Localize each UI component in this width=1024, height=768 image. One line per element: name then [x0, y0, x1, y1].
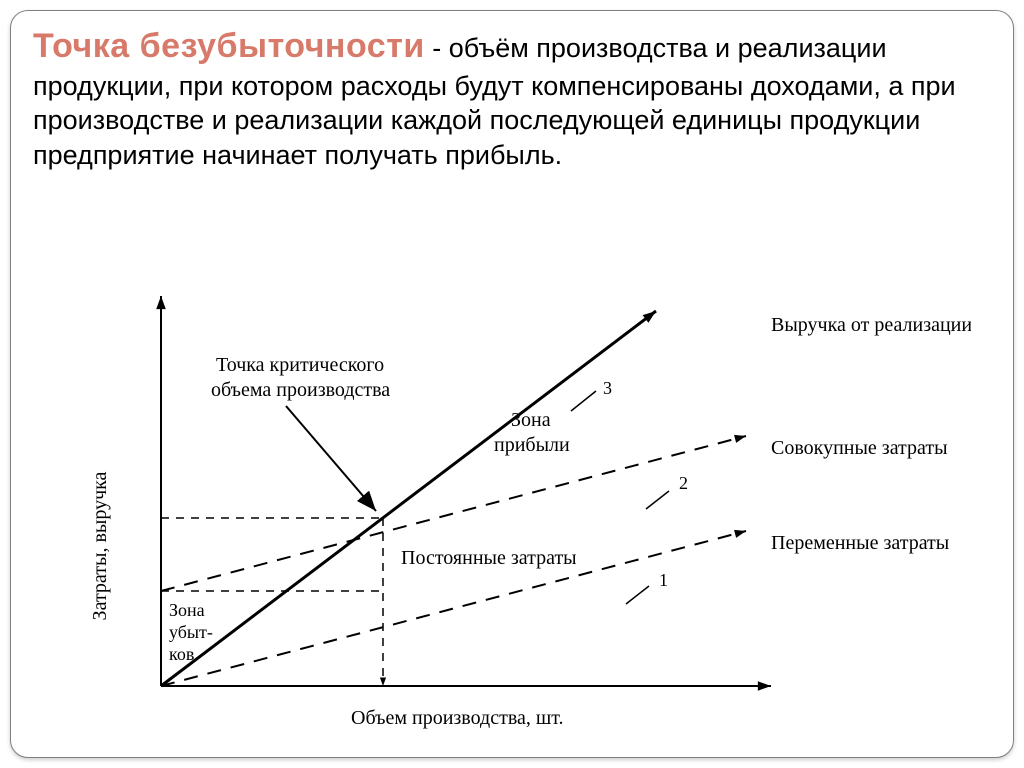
svg-text:Объем производства, шт.: Объем производства, шт. [351, 707, 564, 729]
svg-text:убыт-: убыт- [169, 622, 213, 642]
svg-text:Точка критического: Точка критического [216, 354, 384, 376]
svg-text:ков: ков [169, 644, 194, 664]
svg-text:2: 2 [679, 473, 688, 493]
term-heading: Точка безубыточности [33, 27, 425, 65]
svg-text:1: 1 [659, 570, 668, 590]
svg-text:Выручка от реализации: Выручка от реализации [771, 314, 971, 336]
svg-text:Переменные затраты: Переменные затраты [771, 532, 949, 554]
breakeven-chart: Объем производства, шт. Затраты, выручка 1… [51, 286, 971, 736]
slide-card: Точка безубыточности - объём производств… [10, 10, 1014, 758]
svg-text:Совокупные затраты: Совокупные затраты [771, 437, 948, 459]
svg-text:Зона: Зона [169, 600, 205, 620]
svg-text:Затраты, выручка: Затраты, выручка [89, 471, 111, 620]
title-paragraph: Точка безубыточности - объём производств… [33, 25, 991, 172]
svg-text:Постоянные затраты: Постоянные затраты [401, 547, 577, 569]
svg-text:Зона: Зона [511, 409, 551, 431]
svg-text:объема производства: объема производства [211, 379, 390, 401]
svg-text:прибыли: прибыли [494, 434, 570, 456]
svg-text:3: 3 [603, 378, 612, 398]
